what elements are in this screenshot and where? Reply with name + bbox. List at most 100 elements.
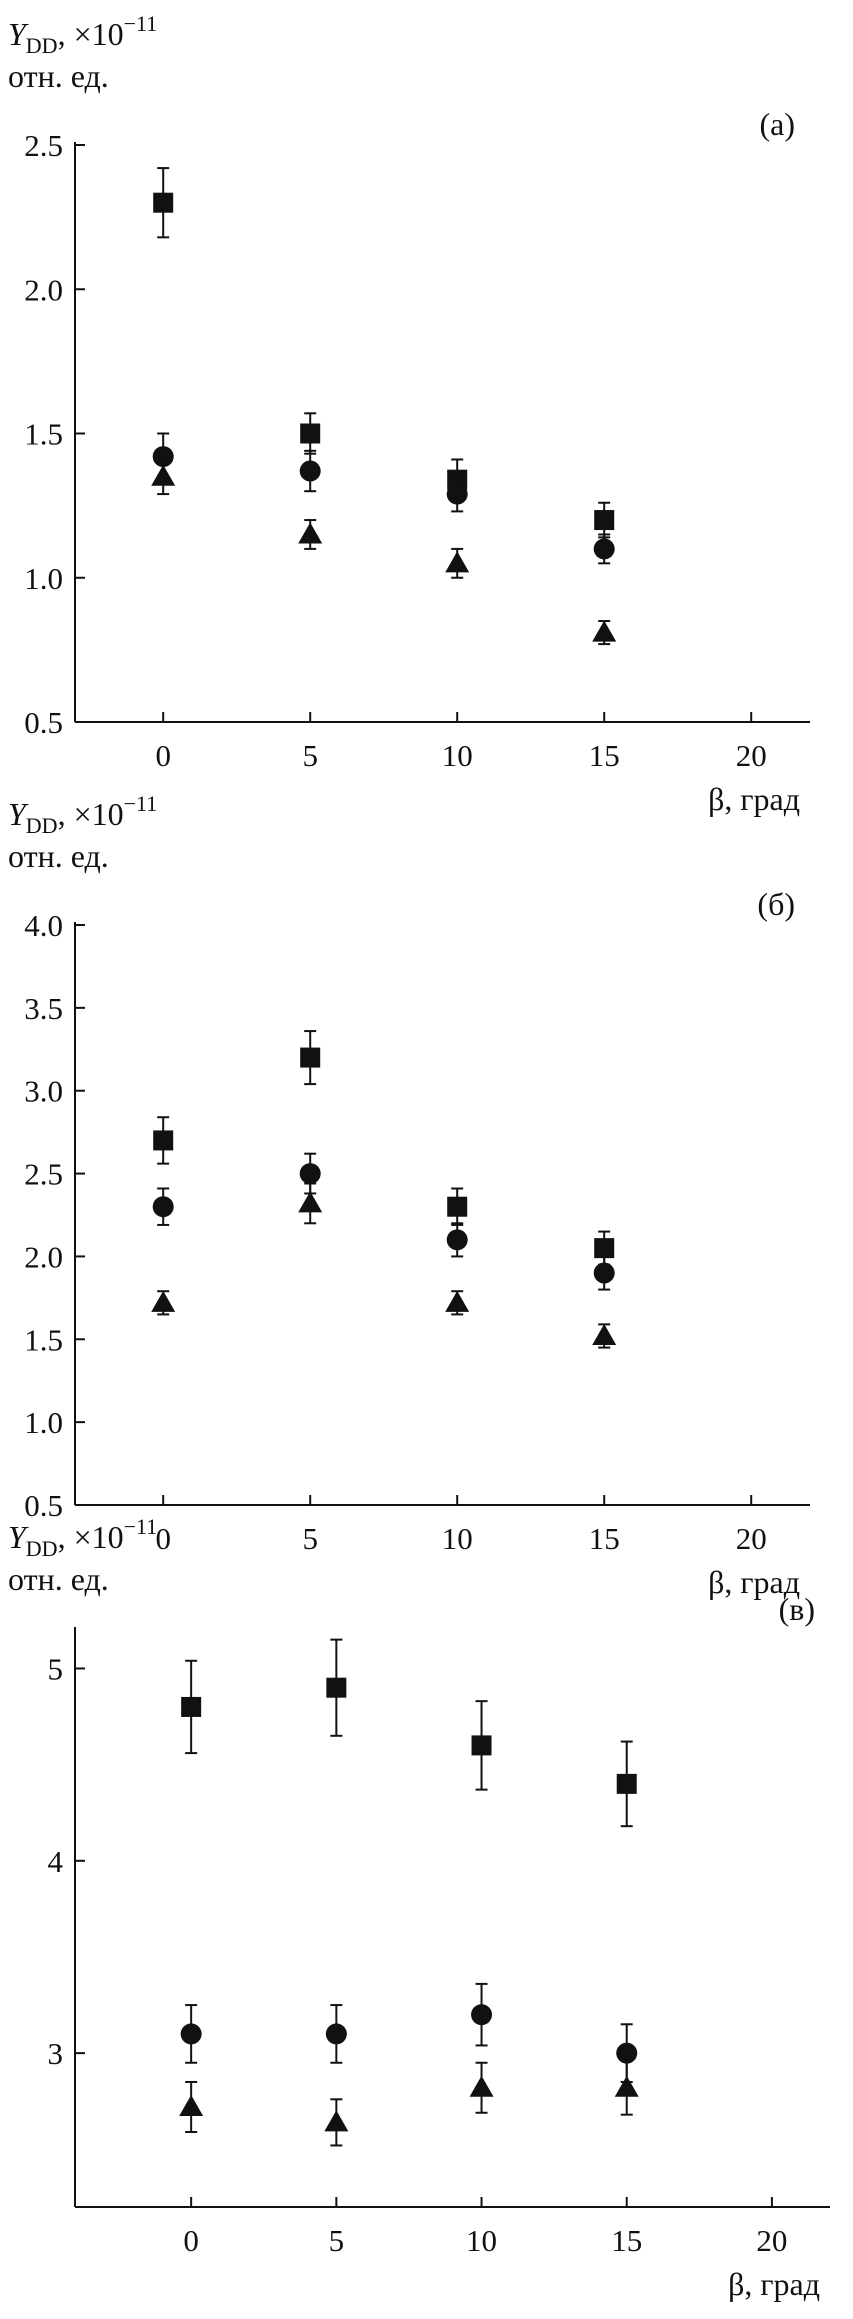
y-axis-unit: отн. ед. (8, 838, 109, 874)
data-point-triangle (324, 2110, 349, 2132)
data-point-square (300, 1047, 321, 1068)
data-point-circle (299, 1163, 321, 1185)
y-label-multiplier: , ×10 (58, 16, 124, 52)
data-point-circle (152, 1196, 174, 1218)
x-tick-label: 10 (442, 738, 473, 773)
y-tick-label: 2.0 (24, 1239, 63, 1274)
data-point-circle (299, 460, 321, 482)
panel-label: (б) (757, 886, 795, 922)
data-point-triangle (298, 1191, 323, 1213)
data-point-triangle (179, 2094, 204, 2116)
y-axis-unit: отн. ед. (8, 58, 109, 94)
y-tick-label: 0.5 (24, 705, 63, 740)
data-point-square (300, 423, 321, 444)
x-tick-label: 5 (329, 2223, 345, 2258)
y-label-symbol: Y (8, 16, 29, 52)
y-axis-label: YDD, ×10−11 (8, 11, 157, 58)
data-point-triangle (298, 522, 323, 544)
y-tick-label: 3.5 (24, 991, 63, 1026)
data-point-circle (446, 1229, 468, 1251)
x-axis-label: β, град (728, 2266, 820, 2302)
x-tick-label: 0 (183, 2223, 199, 2258)
data-point-square (181, 1696, 202, 1717)
x-tick-label: 15 (611, 2223, 642, 2258)
panel-label: (а) (759, 106, 795, 142)
y-tick-label: 1.5 (24, 1322, 63, 1357)
x-tick-label: 15 (589, 738, 620, 773)
x-axis-label: β, град (708, 781, 800, 817)
x-tick-label: 5 (302, 1521, 318, 1556)
y-tick-label: 5 (48, 1651, 64, 1686)
y-tick-label: 4.0 (24, 908, 63, 943)
data-point-triangle (592, 620, 617, 642)
y-label-exponent: −11 (124, 791, 158, 816)
data-point-square (153, 192, 174, 213)
y-label-symbol: Y (8, 1519, 29, 1555)
x-tick-label: 20 (736, 738, 767, 773)
y-label-subscript: DD (26, 1536, 58, 1561)
data-point-triangle (469, 2075, 494, 2097)
y-tick-label: 1.5 (24, 417, 63, 452)
y-tick-label: 2.5 (24, 1157, 63, 1192)
y-label-exponent: −11 (124, 1514, 158, 1539)
panel-label: (в) (779, 1591, 815, 1627)
data-point-square (447, 1196, 468, 1217)
y-tick-label: 2.5 (24, 128, 63, 163)
series-circle (180, 1982, 638, 2083)
y-axis-unit: отн. ед. (8, 1561, 109, 1597)
data-point-circle (593, 1262, 615, 1284)
y-label-multiplier: , ×10 (58, 1519, 124, 1555)
x-tick-label: 5 (302, 738, 318, 773)
data-point-triangle (151, 1290, 176, 1312)
y-label-subscript: DD (26, 813, 58, 838)
data-point-circle (616, 2042, 638, 2064)
data-point-square (471, 1735, 492, 1756)
data-point-circle (593, 538, 615, 560)
series-triangle (179, 2059, 639, 2147)
y-label-multiplier: , ×10 (58, 796, 124, 832)
x-tick-label: 0 (155, 738, 171, 773)
series-circle (152, 432, 615, 565)
data-point-circle (325, 2023, 347, 2045)
x-tick-label: 10 (466, 2223, 497, 2258)
y-label-subscript: DD (26, 33, 58, 58)
y-axis-label: YDD, ×10−11 (8, 791, 157, 838)
data-point-triangle (445, 551, 470, 573)
y-label-exponent: −11 (124, 11, 158, 36)
data-point-triangle (151, 464, 176, 486)
series-square (181, 1638, 637, 1828)
y-tick-label: 0.5 (24, 1488, 63, 1523)
series-square (153, 167, 615, 539)
data-point-triangle (614, 2075, 639, 2097)
data-point-circle (471, 2004, 493, 2026)
y-tick-label: 1.0 (24, 561, 63, 596)
series-square (153, 1030, 615, 1266)
y-tick-label: 4 (48, 1844, 64, 1879)
x-axis-label: β, град (708, 1564, 800, 1600)
x-tick-label: 0 (155, 1521, 171, 1556)
x-tick-label: 20 (756, 2223, 787, 2258)
data-point-circle (152, 446, 174, 468)
data-point-square (594, 510, 615, 531)
x-tick-label: 15 (589, 1521, 620, 1556)
y-axis-label: YDD, ×10−11 (8, 1514, 157, 1561)
data-point-square (153, 1130, 174, 1151)
y-label-symbol: Y (8, 796, 29, 832)
data-point-circle (180, 2023, 202, 2045)
series-triangle (151, 458, 617, 646)
x-tick-label: 10 (442, 1521, 473, 1556)
data-point-triangle (445, 1290, 470, 1312)
series-triangle (151, 1182, 617, 1349)
y-tick-label: 2.0 (24, 272, 63, 307)
x-tick-label: 20 (736, 1521, 767, 1556)
y-tick-label: 3.0 (24, 1074, 63, 1109)
data-point-square (616, 1773, 637, 1794)
data-point-square (326, 1677, 347, 1698)
chart-panel-2: 0.5 1.0 1.5 2.0 2.5 3.0 3.5 4.0 0 5 10 15 20 β, град Y… (8, 791, 810, 1600)
y-tick-label: 1.0 (24, 1405, 63, 1440)
data-point-circle (446, 483, 468, 505)
series-circle (152, 1152, 615, 1291)
